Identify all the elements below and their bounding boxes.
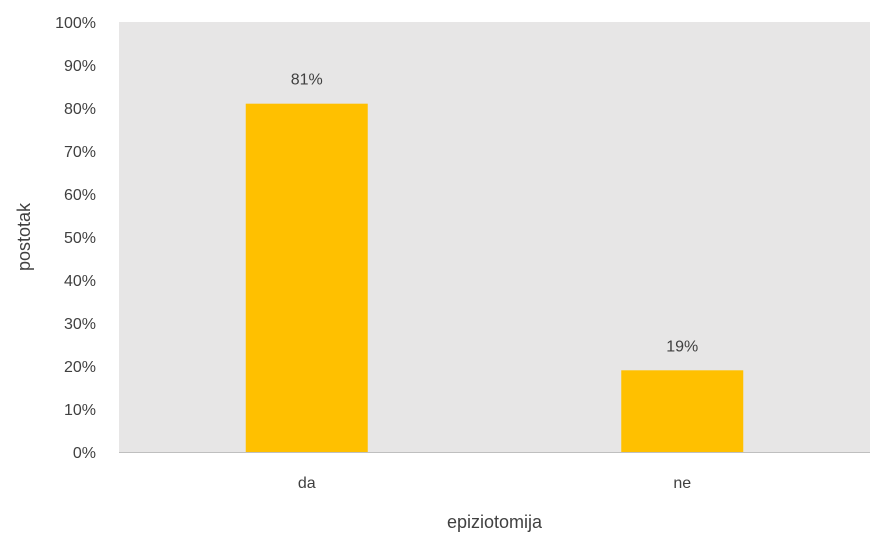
y-tick-label: 0% [73, 445, 96, 462]
y-tick-label: 70% [64, 144, 96, 161]
y-tick-label: 40% [64, 273, 96, 290]
y-tick-label: 50% [64, 230, 96, 247]
y-tick-label: 90% [64, 58, 96, 75]
x-tick-label-da: da [298, 475, 316, 492]
x-axis-title: epiziotomija [447, 512, 543, 532]
x-axis-ticks: da ne [298, 475, 691, 492]
y-tick-label: 20% [64, 359, 96, 376]
bar-da [245, 103, 368, 452]
plot-area [119, 22, 870, 452]
y-tick-label: 30% [64, 316, 96, 333]
bar-ne [621, 370, 744, 452]
data-label-da: 81% [291, 72, 323, 89]
data-label-ne: 19% [666, 338, 698, 355]
y-tick-label: 100% [55, 15, 96, 32]
data-labels-group: 81% 19% [291, 72, 699, 356]
y-tick-label: 60% [64, 187, 96, 204]
bars-group [245, 103, 744, 452]
y-axis-title: postotak [14, 202, 34, 271]
x-tick-label-ne: ne [673, 475, 691, 492]
y-axis-ticks: 0% 10% 20% 30% 40% 50% 60% 70% 80% 90% 100% [55, 15, 96, 462]
y-tick-label: 10% [64, 402, 96, 419]
y-tick-label: 80% [64, 101, 96, 118]
